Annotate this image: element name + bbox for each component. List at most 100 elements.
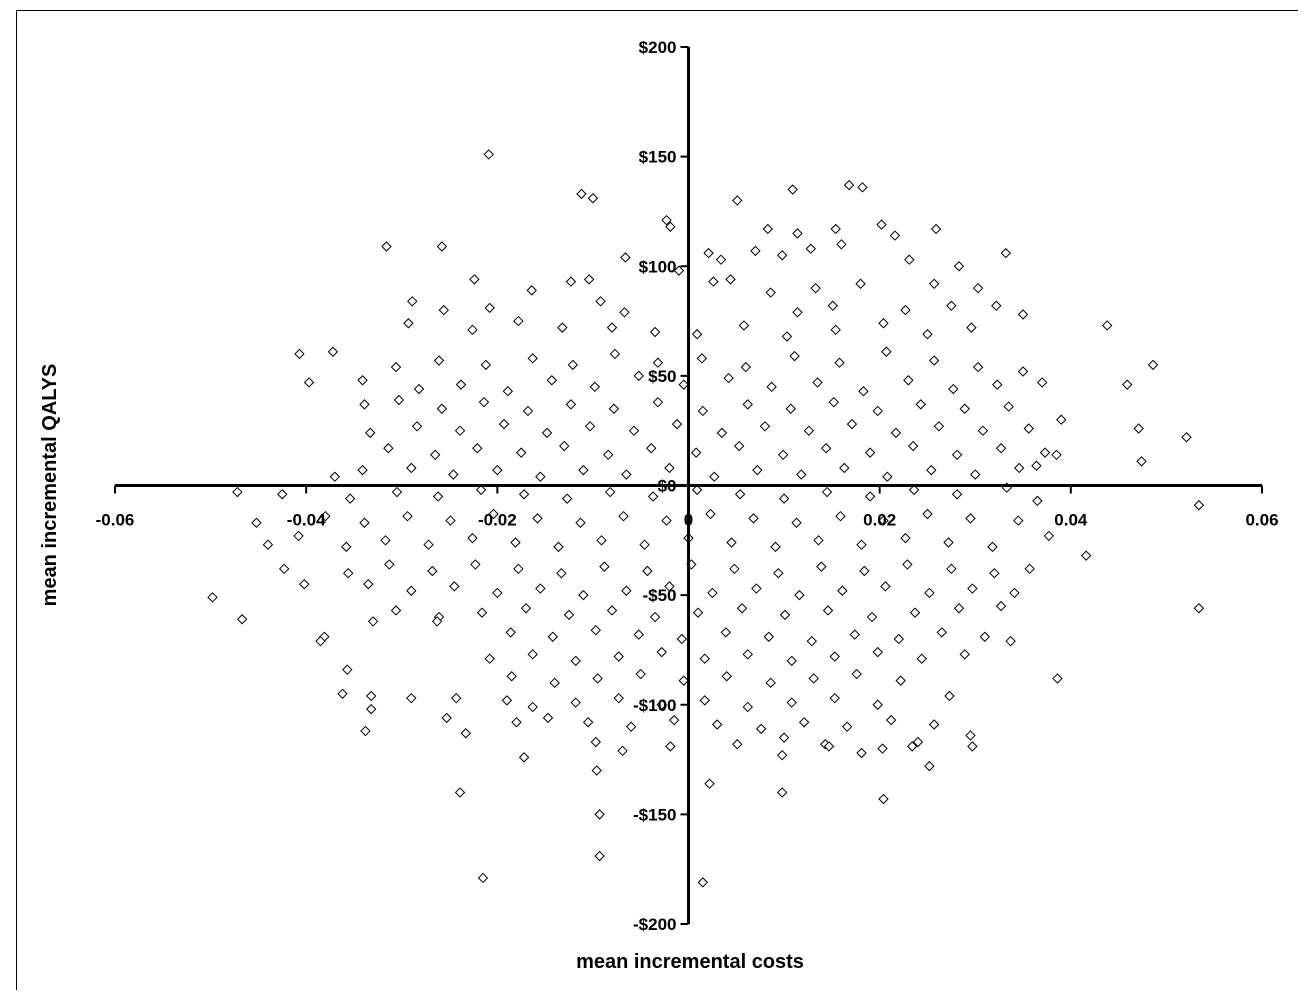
data-point [1193, 500, 1205, 511]
data-point [834, 357, 845, 368]
data-point [1013, 515, 1024, 526]
data-point [742, 701, 753, 713]
y-tick-label: $50 [648, 367, 676, 386]
data-point [936, 627, 948, 638]
data-point [1122, 379, 1133, 390]
chart-frame [16, 10, 1298, 990]
data-point [946, 300, 957, 311]
x-tick-label: -0.02 [478, 511, 517, 530]
data-point [1136, 456, 1147, 467]
data-point [951, 489, 963, 500]
data-point [972, 361, 984, 373]
data-point [829, 651, 840, 662]
data-point [393, 394, 405, 406]
data-point [498, 418, 510, 430]
data-point [907, 440, 919, 452]
y-tick-label: $100 [639, 257, 677, 276]
data-point [649, 611, 661, 623]
data-point [692, 607, 704, 618]
data-point [470, 559, 481, 570]
data-point [603, 449, 614, 461]
data-point [502, 386, 514, 397]
data-point [922, 508, 933, 520]
data-point [928, 355, 940, 366]
data-point [750, 245, 761, 257]
data-point [953, 261, 965, 272]
data-point [740, 361, 752, 373]
data-point [827, 300, 839, 311]
data-point [359, 399, 370, 410]
data-point [711, 719, 723, 730]
data-point [542, 712, 554, 724]
data-points [207, 149, 1205, 888]
data-point [380, 535, 391, 546]
data-point [697, 405, 709, 417]
data-point [619, 307, 630, 318]
data-point [889, 230, 901, 241]
data-point [406, 585, 417, 596]
data-point [251, 517, 262, 528]
y-tick-label: $0 [658, 477, 677, 496]
data-point [1024, 563, 1035, 575]
data-point [587, 193, 599, 204]
data-point [561, 493, 573, 504]
data-point [716, 427, 728, 439]
data-point [668, 714, 680, 726]
data-point [1056, 414, 1067, 425]
data-point [877, 743, 888, 754]
data-point [406, 692, 417, 704]
data-point [357, 464, 368, 476]
data-point [872, 405, 883, 417]
y-tick-label: -$150 [633, 805, 676, 824]
data-point [1133, 423, 1144, 434]
data-point [1080, 550, 1092, 561]
data-point [448, 469, 459, 480]
data-point [449, 581, 460, 592]
data-point [406, 462, 417, 474]
data-point [367, 616, 379, 627]
data-point [872, 699, 883, 710]
data-point [341, 541, 352, 553]
data-point [633, 370, 645, 382]
data-point [546, 375, 558, 386]
data-point [890, 427, 902, 439]
data-point [841, 721, 853, 732]
data-point [903, 375, 914, 386]
data-point [535, 583, 546, 594]
data-point [565, 276, 577, 287]
data-point [483, 149, 494, 160]
data-point [608, 403, 620, 414]
data-point [436, 241, 448, 252]
data-point [748, 513, 759, 524]
data-point [742, 399, 753, 410]
data-point [703, 247, 714, 259]
data-point [966, 322, 977, 333]
data-point [478, 396, 490, 408]
data-point [707, 587, 718, 599]
data-point [725, 274, 736, 285]
data-point [460, 728, 471, 739]
data-point [777, 449, 789, 461]
data-point [830, 324, 841, 336]
data-point [510, 537, 521, 548]
data-point [776, 787, 788, 798]
data-point [822, 605, 834, 616]
data-point [403, 318, 414, 329]
data-point [972, 282, 984, 294]
data-point [484, 302, 495, 314]
data-point [320, 510, 331, 522]
data-point [821, 486, 833, 498]
data-point [857, 182, 868, 193]
data-point [779, 609, 791, 621]
data-point [563, 609, 575, 621]
data-point [791, 517, 802, 528]
x-tick-labels: -0.06 -0.04 -0.02 0 0.02 0.04 0.06 [96, 511, 1279, 530]
data-point [837, 585, 848, 596]
data-point [477, 872, 489, 884]
data-point [1039, 447, 1051, 458]
data-point [207, 592, 218, 603]
data-point [989, 567, 1000, 579]
data-point [673, 265, 685, 276]
data-point [488, 508, 499, 520]
data-point [885, 714, 897, 726]
